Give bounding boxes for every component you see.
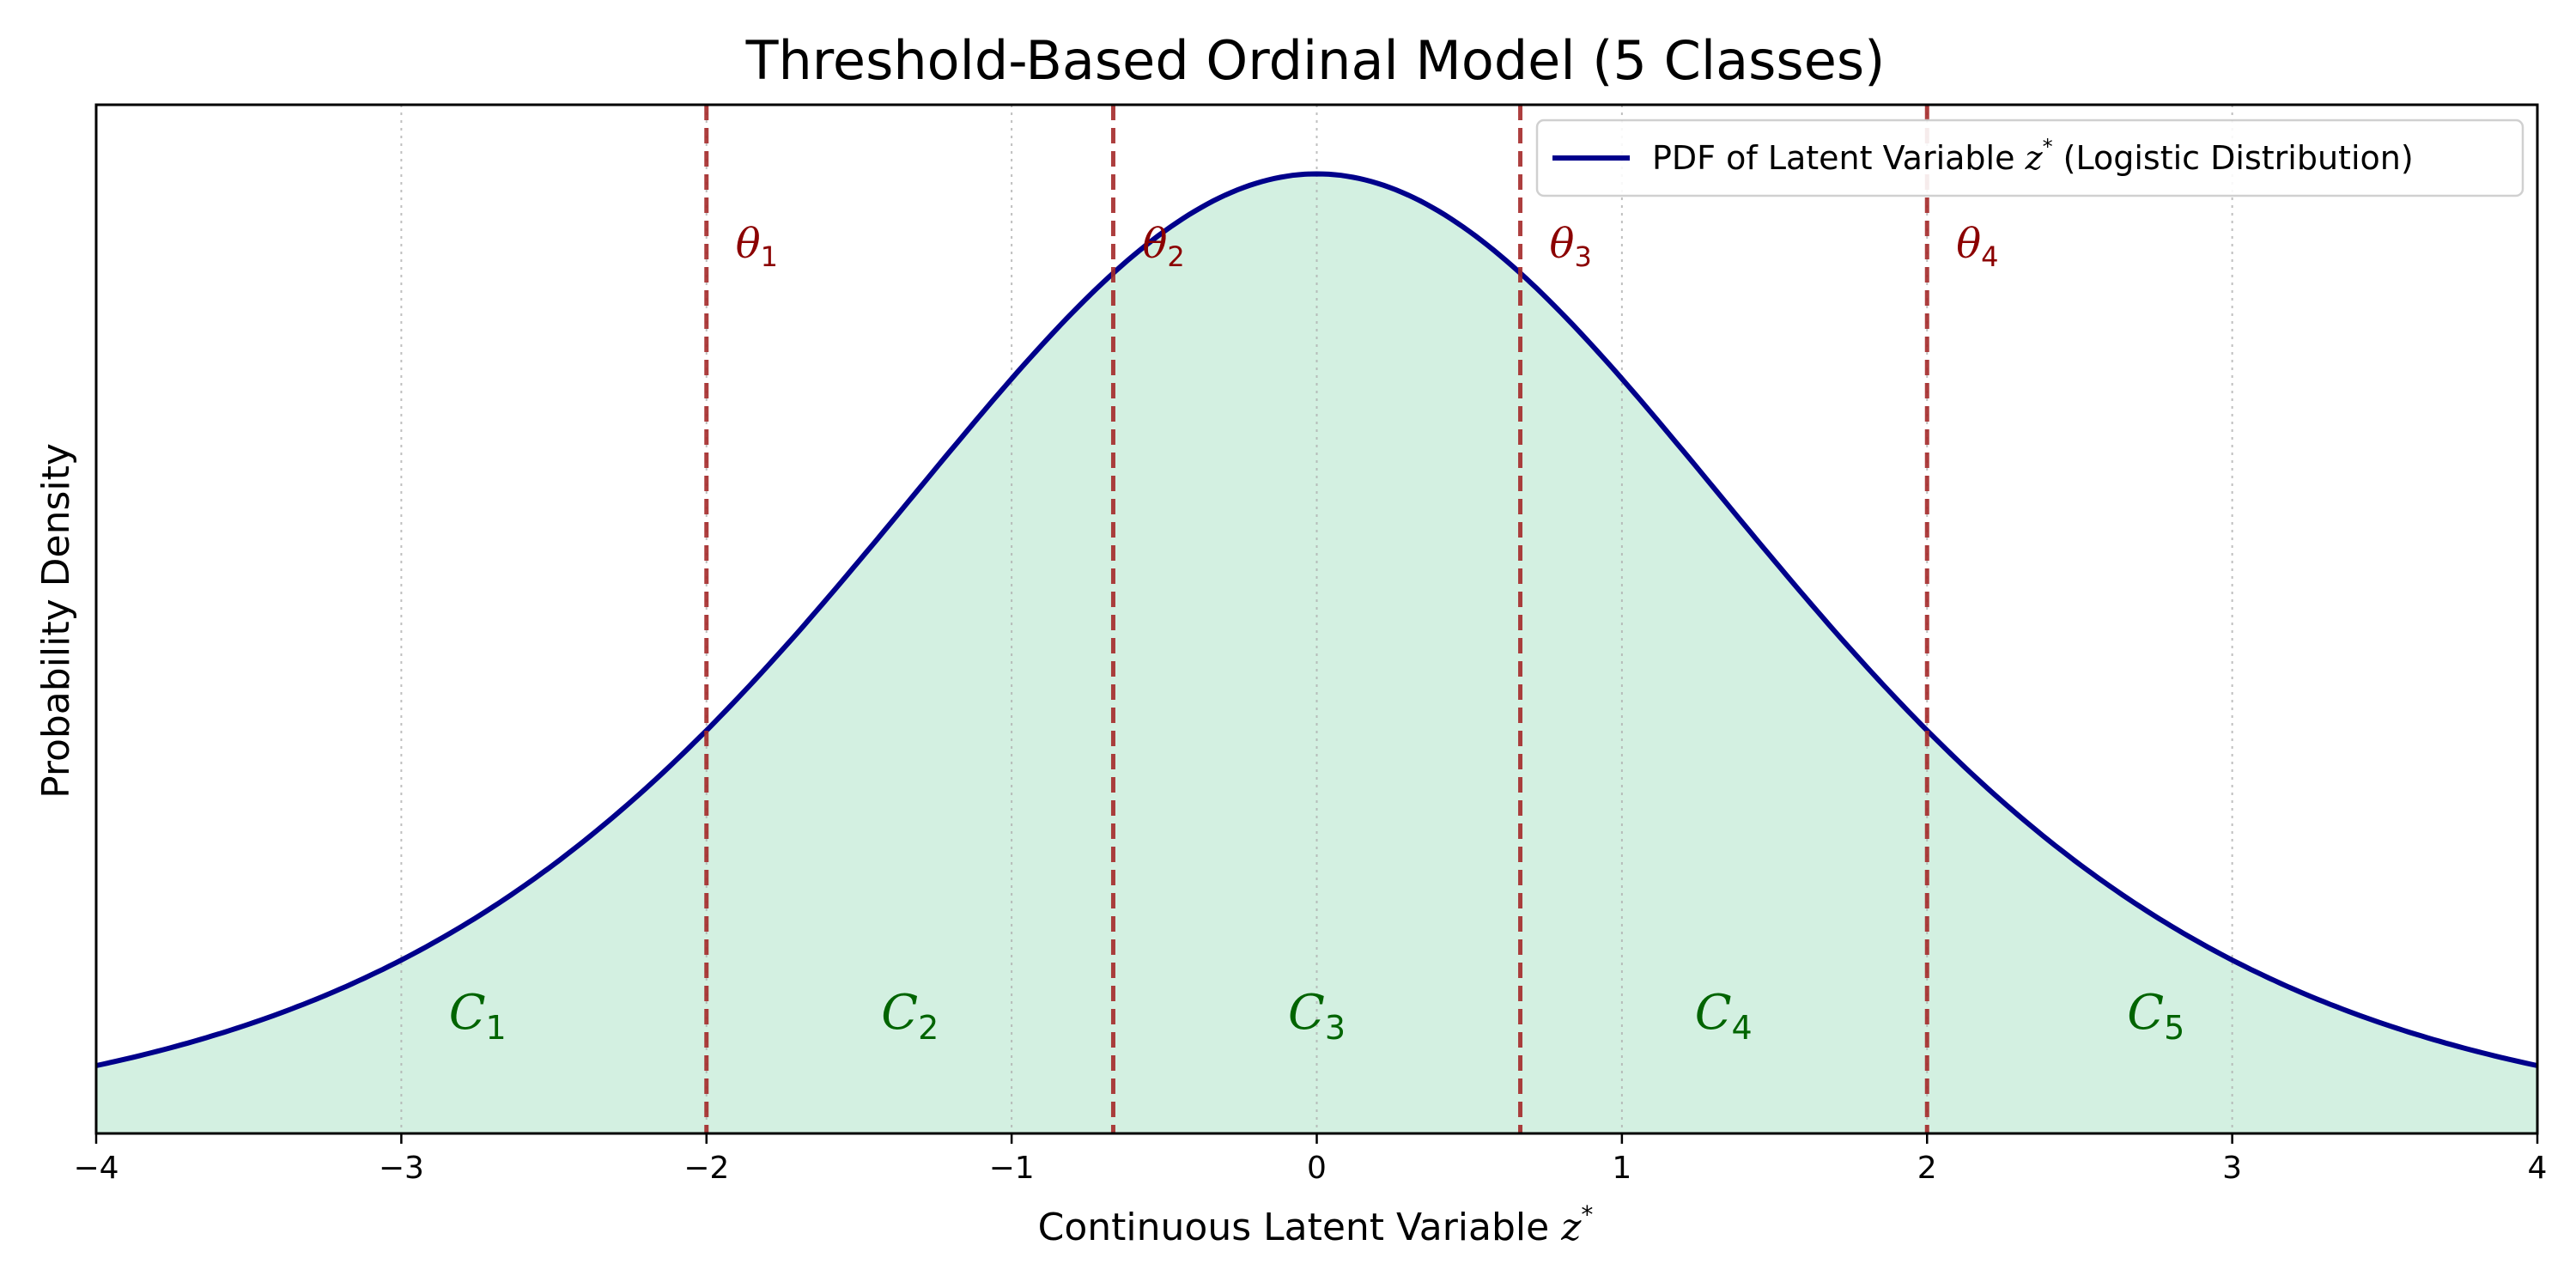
x-tick-label: 4 — [2528, 1151, 2548, 1186]
x-tick-label: 0 — [1307, 1151, 1327, 1186]
x-tick-label: −1 — [989, 1151, 1035, 1186]
legend-text-part-2: z — [2025, 139, 2044, 177]
y-axis-label: Probability Density — [34, 443, 78, 799]
x-axis-label-sup: * — [1581, 1200, 1593, 1229]
class-symbol: C — [1288, 985, 1325, 1041]
x-tick-label: 3 — [2222, 1151, 2242, 1186]
class-symbol: C — [449, 985, 486, 1041]
threshold-subscript: 4 — [1981, 240, 1998, 273]
pdf-curve — [95, 171, 2538, 1068]
threshold-symbol: θ — [1956, 220, 1981, 268]
x-tick-label: −2 — [683, 1151, 729, 1186]
legend-text-part-1: PDF of Latent Variable — [1652, 139, 2026, 177]
x-tick-label: 2 — [1917, 1151, 1937, 1186]
threshold-label-2: θ2 — [1142, 220, 1184, 273]
threshold-label-4: θ4 — [1956, 220, 1998, 273]
x-axis-label: Continuous Latent Variable z* — [1038, 1200, 1594, 1249]
legend: PDF of Latent Variable z* (Logistic Dist… — [1535, 118, 2524, 197]
class-subscript: 3 — [1325, 1009, 1346, 1047]
threshold-symbol: θ — [736, 220, 761, 268]
class-symbol: C — [881, 985, 918, 1041]
threshold-subscript: 2 — [1167, 240, 1184, 273]
class-label-3: C3 — [1288, 985, 1346, 1047]
class-symbol: C — [2127, 985, 2164, 1041]
legend-entry: PDF of Latent Variable z* (Logistic Dist… — [1652, 135, 2414, 177]
threshold-subscript: 3 — [1574, 240, 1591, 273]
class-label-5: C5 — [2127, 985, 2184, 1047]
threshold-symbol: θ — [1142, 220, 1167, 268]
class-subscript: 5 — [2164, 1009, 2184, 1047]
threshold-subscript: 1 — [761, 240, 778, 273]
x-tick-label: −4 — [73, 1151, 118, 1186]
class-label-2: C2 — [881, 985, 939, 1047]
chart-title: Threshold-Based Ordinal Model (5 Classes… — [745, 29, 1886, 92]
class-subscript: 1 — [486, 1009, 507, 1047]
threshold-label-1: θ1 — [736, 220, 778, 273]
legend-box — [1535, 118, 2524, 197]
legend-text-part-3: * — [2043, 135, 2053, 159]
threshold-label-3: θ3 — [1550, 220, 1592, 273]
x-tick-label: −3 — [379, 1151, 424, 1186]
class-label-1: C1 — [449, 985, 507, 1047]
x-axis-label-var: z — [1560, 1206, 1582, 1249]
class-symbol: C — [1695, 985, 1732, 1041]
threshold-symbol: θ — [1550, 220, 1575, 268]
x-tick-label: 1 — [1612, 1151, 1631, 1186]
class-subscript: 2 — [918, 1009, 939, 1047]
class-subscript: 4 — [1732, 1009, 1753, 1047]
x-axis-label-main: Continuous Latent Variable — [1038, 1206, 1562, 1249]
legend-text-part-4: (Logistic Distribution) — [2053, 139, 2414, 177]
class-label-4: C4 — [1695, 985, 1753, 1047]
